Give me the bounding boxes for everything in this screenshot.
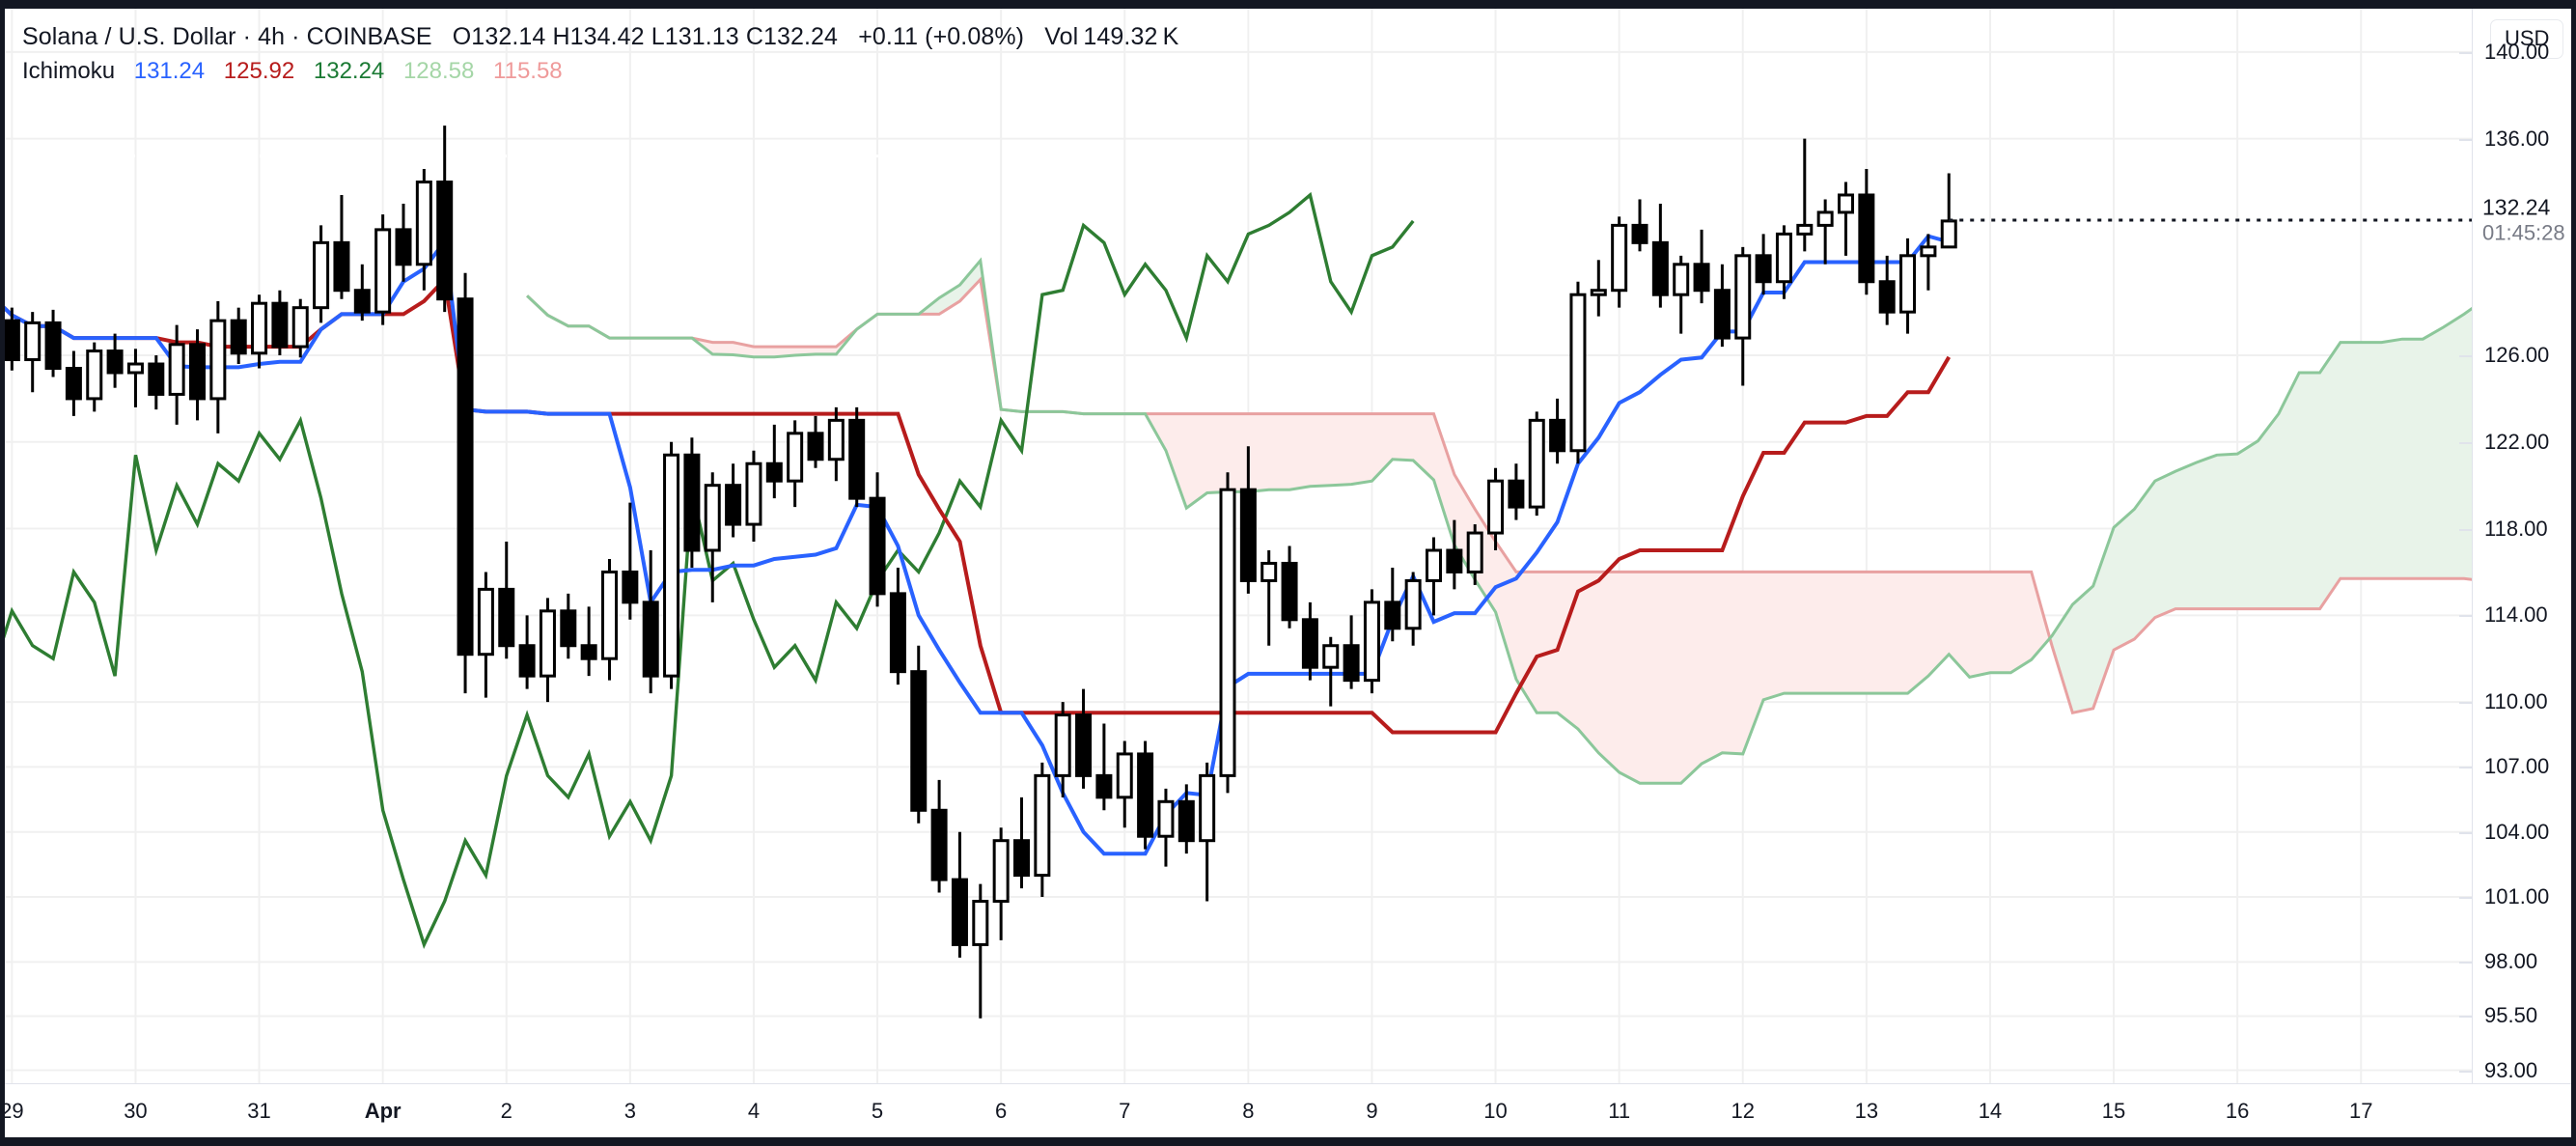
- price-tick-mark: [2459, 1070, 2473, 1073]
- price-tick-mark: [2459, 962, 2473, 964]
- price-tick-mark: [2459, 51, 2473, 54]
- tenkan-sen-line: [5, 234, 1950, 856]
- time-tick-label: 3: [623, 1099, 636, 1123]
- price-tick-mark: [2459, 138, 2473, 141]
- price-tick-mark: [2459, 767, 2473, 769]
- price-tick-label: 110.00: [2484, 689, 2548, 714]
- time-tick-label: 10: [1483, 1099, 1508, 1123]
- price-tick-label: 140.00: [2484, 39, 2550, 64]
- last-price-value: 132.24: [2482, 194, 2551, 220]
- time-tick-label: 13: [1854, 1099, 1879, 1123]
- chart-pane[interactable]: [5, 9, 2472, 1092]
- price-tick-mark: [2459, 615, 2473, 618]
- last-price-marker: 132.24 01:45:28: [2482, 195, 2565, 246]
- price-tick-mark: [2459, 831, 2473, 834]
- time-tick-label: Apr: [364, 1099, 402, 1123]
- price-tick-label: 101.00: [2484, 884, 2550, 909]
- currency-badge[interactable]: USD: [2490, 19, 2564, 59]
- candlestick-series: [5, 126, 1957, 1019]
- time-tick-label: 29: [0, 1099, 24, 1123]
- price-axis[interactable]: USD 132.24 01:45:28 140.00 136.00 126.00 12…: [2459, 9, 2571, 1092]
- price-tick-mark: [2459, 355, 2473, 358]
- senkou-span-a-line: [526, 257, 2472, 785]
- time-tick-label: 11: [1608, 1099, 1631, 1123]
- chikou-span-line: [5, 191, 1415, 950]
- time-tick-label: 2: [500, 1099, 512, 1123]
- price-tick-mark: [2459, 702, 2473, 705]
- price-tick-label: 93.00: [2484, 1057, 2538, 1082]
- ichimoku-cloud: [527, 260, 2472, 784]
- price-tick-label: 104.00: [2484, 819, 2550, 844]
- time-tick-label: 12: [1731, 1099, 1755, 1123]
- time-tick-label: 16: [2225, 1099, 2250, 1123]
- time-tick-label: 7: [1119, 1099, 1131, 1123]
- price-tick-label: 126.00: [2484, 343, 2550, 368]
- time-axis[interactable]: 29 30 31 Apr 2 3 4 5 6 7 8 9 10 11 12 13 14 15 16 17: [0, 1083, 2571, 1137]
- time-tick-label: 8: [1242, 1099, 1255, 1123]
- time-tick-label: 31: [247, 1099, 271, 1123]
- time-tick-label: 15: [2101, 1099, 2126, 1123]
- price-tick-mark: [2459, 441, 2473, 444]
- price-tick-mark: [2459, 528, 2473, 531]
- price-tick-label: 114.00: [2484, 602, 2548, 628]
- price-tick-label: 122.00: [2484, 429, 2550, 454]
- price-tick-mark: [2459, 897, 2473, 900]
- time-tick-label: 5: [871, 1099, 884, 1123]
- chart-canvas: [5, 9, 2472, 1092]
- price-tick-label: 98.00: [2484, 949, 2538, 974]
- price-tick-label: 118.00: [2484, 516, 2548, 541]
- bar-countdown: 01:45:28: [2482, 220, 2565, 245]
- time-tick-label: 9: [1366, 1099, 1378, 1123]
- price-tick-label: 95.50: [2484, 1003, 2538, 1028]
- time-tick-label: 14: [1978, 1099, 2003, 1123]
- time-tick-label: 17: [2349, 1099, 2373, 1123]
- time-tick-label: 6: [995, 1099, 1008, 1123]
- time-tick-label: 4: [747, 1099, 761, 1123]
- grid-lines: [5, 9, 2472, 1092]
- price-tick-label: 136.00: [2484, 126, 2550, 151]
- price-tick-mark: [2459, 1016, 2473, 1019]
- time-tick-label: 30: [124, 1099, 148, 1123]
- price-tick-label: 107.00: [2484, 754, 2550, 779]
